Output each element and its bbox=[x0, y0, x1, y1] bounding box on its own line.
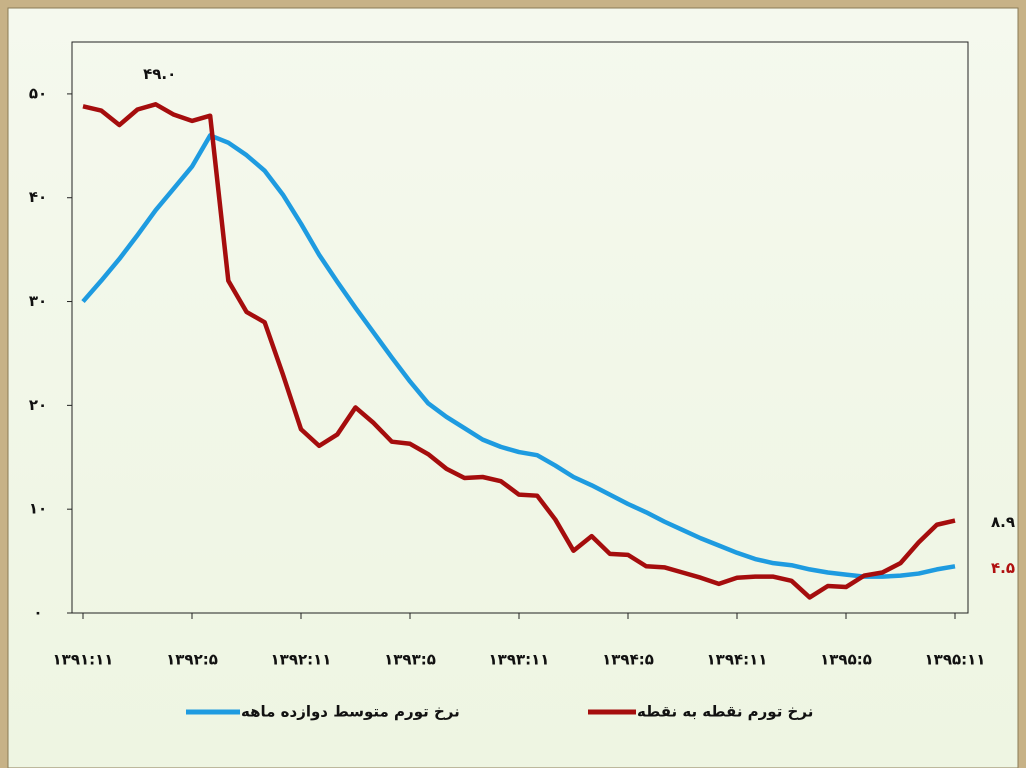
legend-label: نرخ تورم متوسط دوازده ماهه bbox=[241, 703, 460, 721]
y-tick-label: ۰ bbox=[33, 604, 42, 622]
x-tick-label: ۱۳۹۳:۵ bbox=[384, 651, 436, 669]
y-tick-label: ۲۰ bbox=[29, 396, 47, 414]
y-tick-label: ۵۰ bbox=[29, 84, 47, 102]
value-label: ۸.۹ bbox=[991, 513, 1015, 531]
x-tick-label: ۱۳۹۴:۱۱ bbox=[707, 651, 768, 669]
y-tick-label: ۴۰ bbox=[29, 188, 47, 206]
x-tick-label: ۱۳۹۲:۵ bbox=[166, 651, 218, 669]
y-tick-label: ۳۰ bbox=[29, 292, 47, 310]
x-tick-label: ۱۳۹۲:۱۱ bbox=[271, 651, 332, 669]
plot-area bbox=[71, 41, 969, 614]
value-label: ۴.۵ bbox=[991, 559, 1015, 577]
x-tick-label: ۱۳۹۱:۱۱ bbox=[53, 651, 114, 669]
series-line bbox=[82, 102, 956, 600]
panel bbox=[7, 7, 1019, 768]
x-tick-label: ۱۳۹۵:۱۱ bbox=[925, 651, 986, 669]
x-tick-label: ۱۳۹۳:۱۱ bbox=[489, 651, 550, 669]
y-tick-label: ۱۰ bbox=[29, 500, 47, 518]
x-tick-label: ۱۳۹۴:۵ bbox=[602, 651, 654, 669]
legend-label: نرخ تورم نقطه به نقطه bbox=[637, 703, 813, 721]
x-tick-label: ۱۳۹۵:۵ bbox=[820, 651, 872, 669]
series-line bbox=[81, 133, 956, 579]
value-label: ۴۹.۰ bbox=[143, 65, 176, 83]
